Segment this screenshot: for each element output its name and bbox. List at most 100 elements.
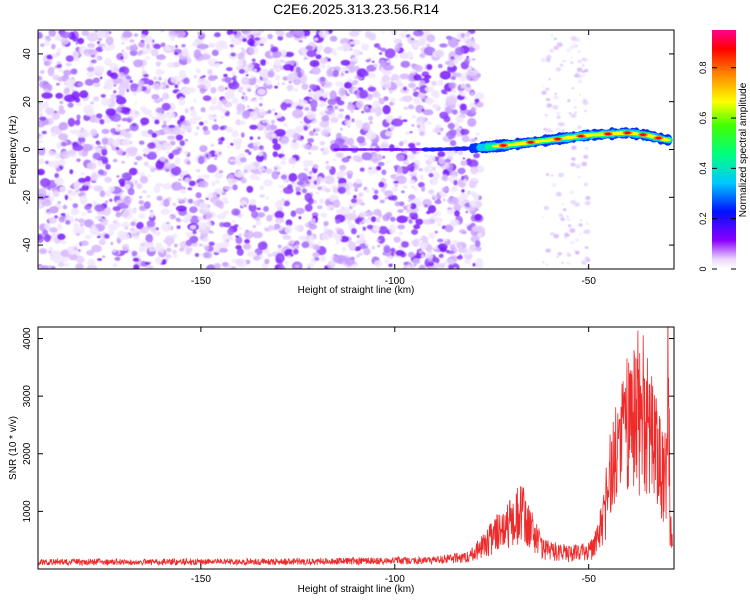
noise-speckle (558, 172, 565, 178)
noise-speckle (112, 263, 118, 268)
noise-speckle (264, 168, 273, 174)
noise-speckle (358, 211, 367, 218)
noise-speckle (301, 188, 308, 194)
noise-speckle (401, 95, 413, 102)
noise-speckle (172, 202, 177, 207)
noise-speckle (238, 235, 241, 238)
noise-speckle (122, 31, 133, 38)
noise-speckle (582, 70, 586, 74)
noise-speckle (434, 199, 442, 205)
y-tick-label: 2000 (22, 442, 33, 465)
noise-speckle (111, 113, 122, 122)
noise-speckle (177, 198, 182, 202)
noise-speckle (416, 100, 422, 104)
noise-speckle (307, 138, 315, 143)
noise-speckle (252, 161, 261, 167)
noise-speckle (426, 43, 431, 48)
noise-speckle (101, 97, 112, 107)
noise-speckle (294, 225, 301, 231)
noise-speckle (189, 215, 200, 225)
noise-speckle (411, 229, 419, 235)
noise-speckle (203, 129, 211, 135)
noise-speckle (74, 119, 81, 126)
noise-speckle (351, 227, 357, 235)
noise-speckle (389, 224, 396, 235)
noise-speckle (269, 124, 277, 131)
noise-speckle (428, 189, 435, 195)
noise-speckle (581, 64, 585, 67)
noise-speckle (356, 136, 366, 144)
noise-speckle (460, 91, 466, 97)
noise-speckle (438, 157, 445, 165)
figure-title: C2E6.2025.313.23.56.R14 (273, 1, 439, 17)
noise-speckle (439, 190, 445, 196)
noise-speckle (301, 83, 309, 90)
noise-speckle (113, 84, 117, 87)
noise-speckle (344, 120, 353, 126)
noise-speckle (421, 254, 425, 259)
noise-speckle (38, 188, 47, 198)
noise-speckle (91, 185, 94, 188)
noise-speckle (96, 113, 103, 119)
noise-speckle (374, 189, 379, 195)
colorbar-label: Normalized spectral amplitude (738, 82, 749, 217)
noise-speckle (81, 30, 90, 36)
y-tick-label: -20 (22, 190, 33, 205)
noise-speckle (568, 112, 572, 115)
noise-speckle (323, 46, 333, 54)
noise-speckle (145, 56, 150, 60)
noise-speckle (241, 96, 245, 100)
noise-speckle (393, 236, 401, 243)
noise-speckle (291, 181, 295, 185)
noise-speckle (433, 93, 440, 99)
noise-speckle (354, 246, 362, 252)
noise-speckle (67, 117, 76, 127)
noise-speckle (108, 229, 114, 237)
noise-speckle (105, 163, 111, 170)
noise-speckle (149, 211, 155, 218)
noise-speckle (86, 32, 99, 42)
noise-speckle (81, 212, 87, 216)
noise-speckle (550, 34, 553, 36)
noise-speckle (464, 58, 471, 65)
noise-speckle (376, 217, 381, 223)
noise-speckle (65, 62, 72, 67)
noise-speckle (319, 57, 329, 65)
noise-speckle (436, 198, 441, 201)
noise-speckle (153, 76, 158, 80)
noise-speckle (293, 78, 301, 86)
noise-speckle (420, 177, 424, 180)
noise-speckle (219, 126, 225, 131)
noise-speckle (258, 165, 265, 173)
noise-speckle (179, 188, 186, 194)
noise-speckle (201, 243, 206, 248)
noise-speckle (162, 142, 173, 151)
noise-speckle (121, 209, 133, 220)
noise-speckle (253, 68, 257, 72)
noise-speckle (283, 200, 291, 207)
noise-speckle (94, 30, 99, 33)
noise-speckle (134, 33, 139, 37)
noise-speckle (227, 228, 234, 236)
noise-speckle (139, 106, 147, 112)
colorbar-gradient (712, 30, 736, 269)
noise-speckle (292, 109, 304, 119)
noise-speckle (175, 134, 184, 141)
noise-speckle (110, 93, 117, 100)
noise-speckle (209, 42, 216, 48)
noise-speckle (577, 59, 582, 64)
noise-speckle (354, 187, 358, 192)
noise-speckle (133, 43, 137, 47)
noise-speckle (411, 124, 415, 127)
noise-speckle (179, 170, 189, 176)
noise-speckle (557, 192, 562, 197)
noise-speckle (107, 223, 119, 231)
noise-speckle (167, 244, 171, 247)
noise-speckle (322, 92, 328, 99)
noise-speckle (276, 199, 285, 205)
noise-speckle (202, 174, 210, 180)
noise-speckle (77, 37, 85, 45)
noise-speckle (219, 222, 225, 228)
noise-speckle (110, 72, 119, 80)
noise-speckle (104, 176, 112, 183)
